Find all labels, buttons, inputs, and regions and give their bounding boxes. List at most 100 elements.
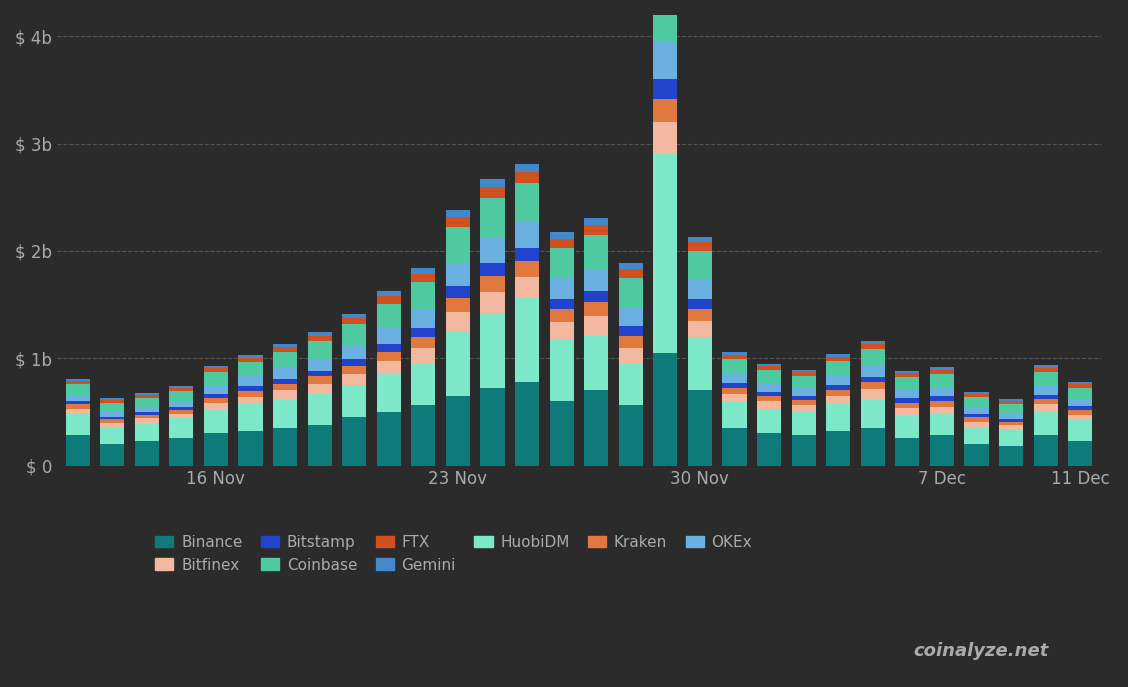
Bar — [1068, 441, 1092, 466]
Bar — [792, 396, 816, 400]
Bar — [688, 309, 712, 321]
Bar — [134, 398, 159, 407]
Bar — [169, 386, 193, 388]
Bar — [377, 304, 400, 328]
Bar — [481, 263, 504, 275]
Bar — [204, 365, 228, 368]
Bar — [100, 398, 124, 401]
Bar — [929, 387, 954, 396]
Bar — [134, 441, 159, 466]
Bar — [722, 387, 747, 394]
Bar — [169, 438, 193, 466]
Bar — [377, 328, 400, 344]
Bar — [169, 407, 193, 409]
Bar — [618, 263, 643, 269]
Bar — [308, 394, 332, 425]
Bar — [618, 336, 643, 348]
Bar — [653, 155, 678, 353]
Bar — [653, 0, 678, 41]
Bar — [722, 359, 747, 373]
Bar — [204, 372, 228, 385]
Bar — [342, 324, 367, 345]
Bar — [481, 237, 504, 263]
Bar — [929, 436, 954, 466]
Bar — [896, 377, 919, 390]
Bar — [584, 302, 608, 317]
Bar — [273, 379, 297, 384]
Bar — [999, 425, 1023, 430]
Bar — [757, 366, 782, 370]
Bar — [412, 274, 435, 282]
Bar — [515, 164, 539, 172]
Bar — [896, 438, 919, 466]
Bar — [549, 309, 574, 322]
Bar — [134, 423, 159, 441]
Bar — [446, 216, 470, 227]
Bar — [342, 417, 367, 466]
Bar — [412, 328, 435, 337]
Bar — [653, 99, 678, 122]
Bar — [618, 363, 643, 405]
Bar — [169, 409, 193, 414]
Bar — [377, 374, 400, 412]
Bar — [653, 41, 678, 80]
Bar — [412, 405, 435, 466]
Bar — [722, 373, 747, 383]
Bar — [584, 225, 608, 235]
Bar — [826, 396, 851, 405]
Bar — [412, 282, 435, 309]
Bar — [481, 292, 504, 313]
Bar — [238, 354, 263, 358]
Bar — [238, 362, 263, 376]
Bar — [688, 236, 712, 243]
Bar — [1068, 384, 1092, 387]
Bar — [999, 430, 1023, 447]
Bar — [861, 383, 884, 390]
Bar — [342, 385, 367, 417]
Bar — [722, 394, 747, 402]
Bar — [1033, 372, 1058, 385]
Bar — [1068, 414, 1092, 420]
Bar — [412, 337, 435, 348]
Bar — [618, 405, 643, 466]
Bar — [342, 345, 367, 359]
Bar — [308, 341, 332, 359]
Bar — [999, 418, 1023, 422]
Bar — [1033, 412, 1058, 436]
Bar — [1068, 387, 1092, 399]
Bar — [792, 376, 816, 388]
Bar — [757, 433, 782, 466]
Bar — [861, 376, 884, 383]
Bar — [1068, 420, 1092, 441]
Bar — [1033, 385, 1058, 394]
Bar — [792, 436, 816, 466]
Bar — [169, 401, 193, 407]
Bar — [896, 403, 919, 408]
Bar — [446, 312, 470, 331]
Bar — [273, 352, 297, 368]
Bar — [377, 352, 400, 361]
Bar — [861, 365, 884, 376]
Bar — [757, 396, 782, 401]
Bar — [584, 235, 608, 269]
Bar — [722, 383, 747, 387]
Bar — [515, 298, 539, 382]
Bar — [757, 383, 782, 392]
Bar — [100, 423, 124, 427]
Bar — [308, 336, 332, 341]
Bar — [446, 286, 470, 298]
Bar — [826, 357, 851, 361]
Bar — [618, 269, 643, 278]
Bar — [342, 365, 367, 374]
Bar — [688, 321, 712, 337]
Bar — [618, 307, 643, 326]
Bar — [826, 354, 851, 357]
Bar — [584, 317, 608, 335]
Bar — [999, 412, 1023, 418]
Bar — [515, 183, 539, 222]
Bar — [273, 384, 297, 390]
Bar — [65, 401, 90, 405]
Bar — [65, 405, 90, 409]
Bar — [481, 199, 504, 237]
Bar — [238, 358, 263, 362]
